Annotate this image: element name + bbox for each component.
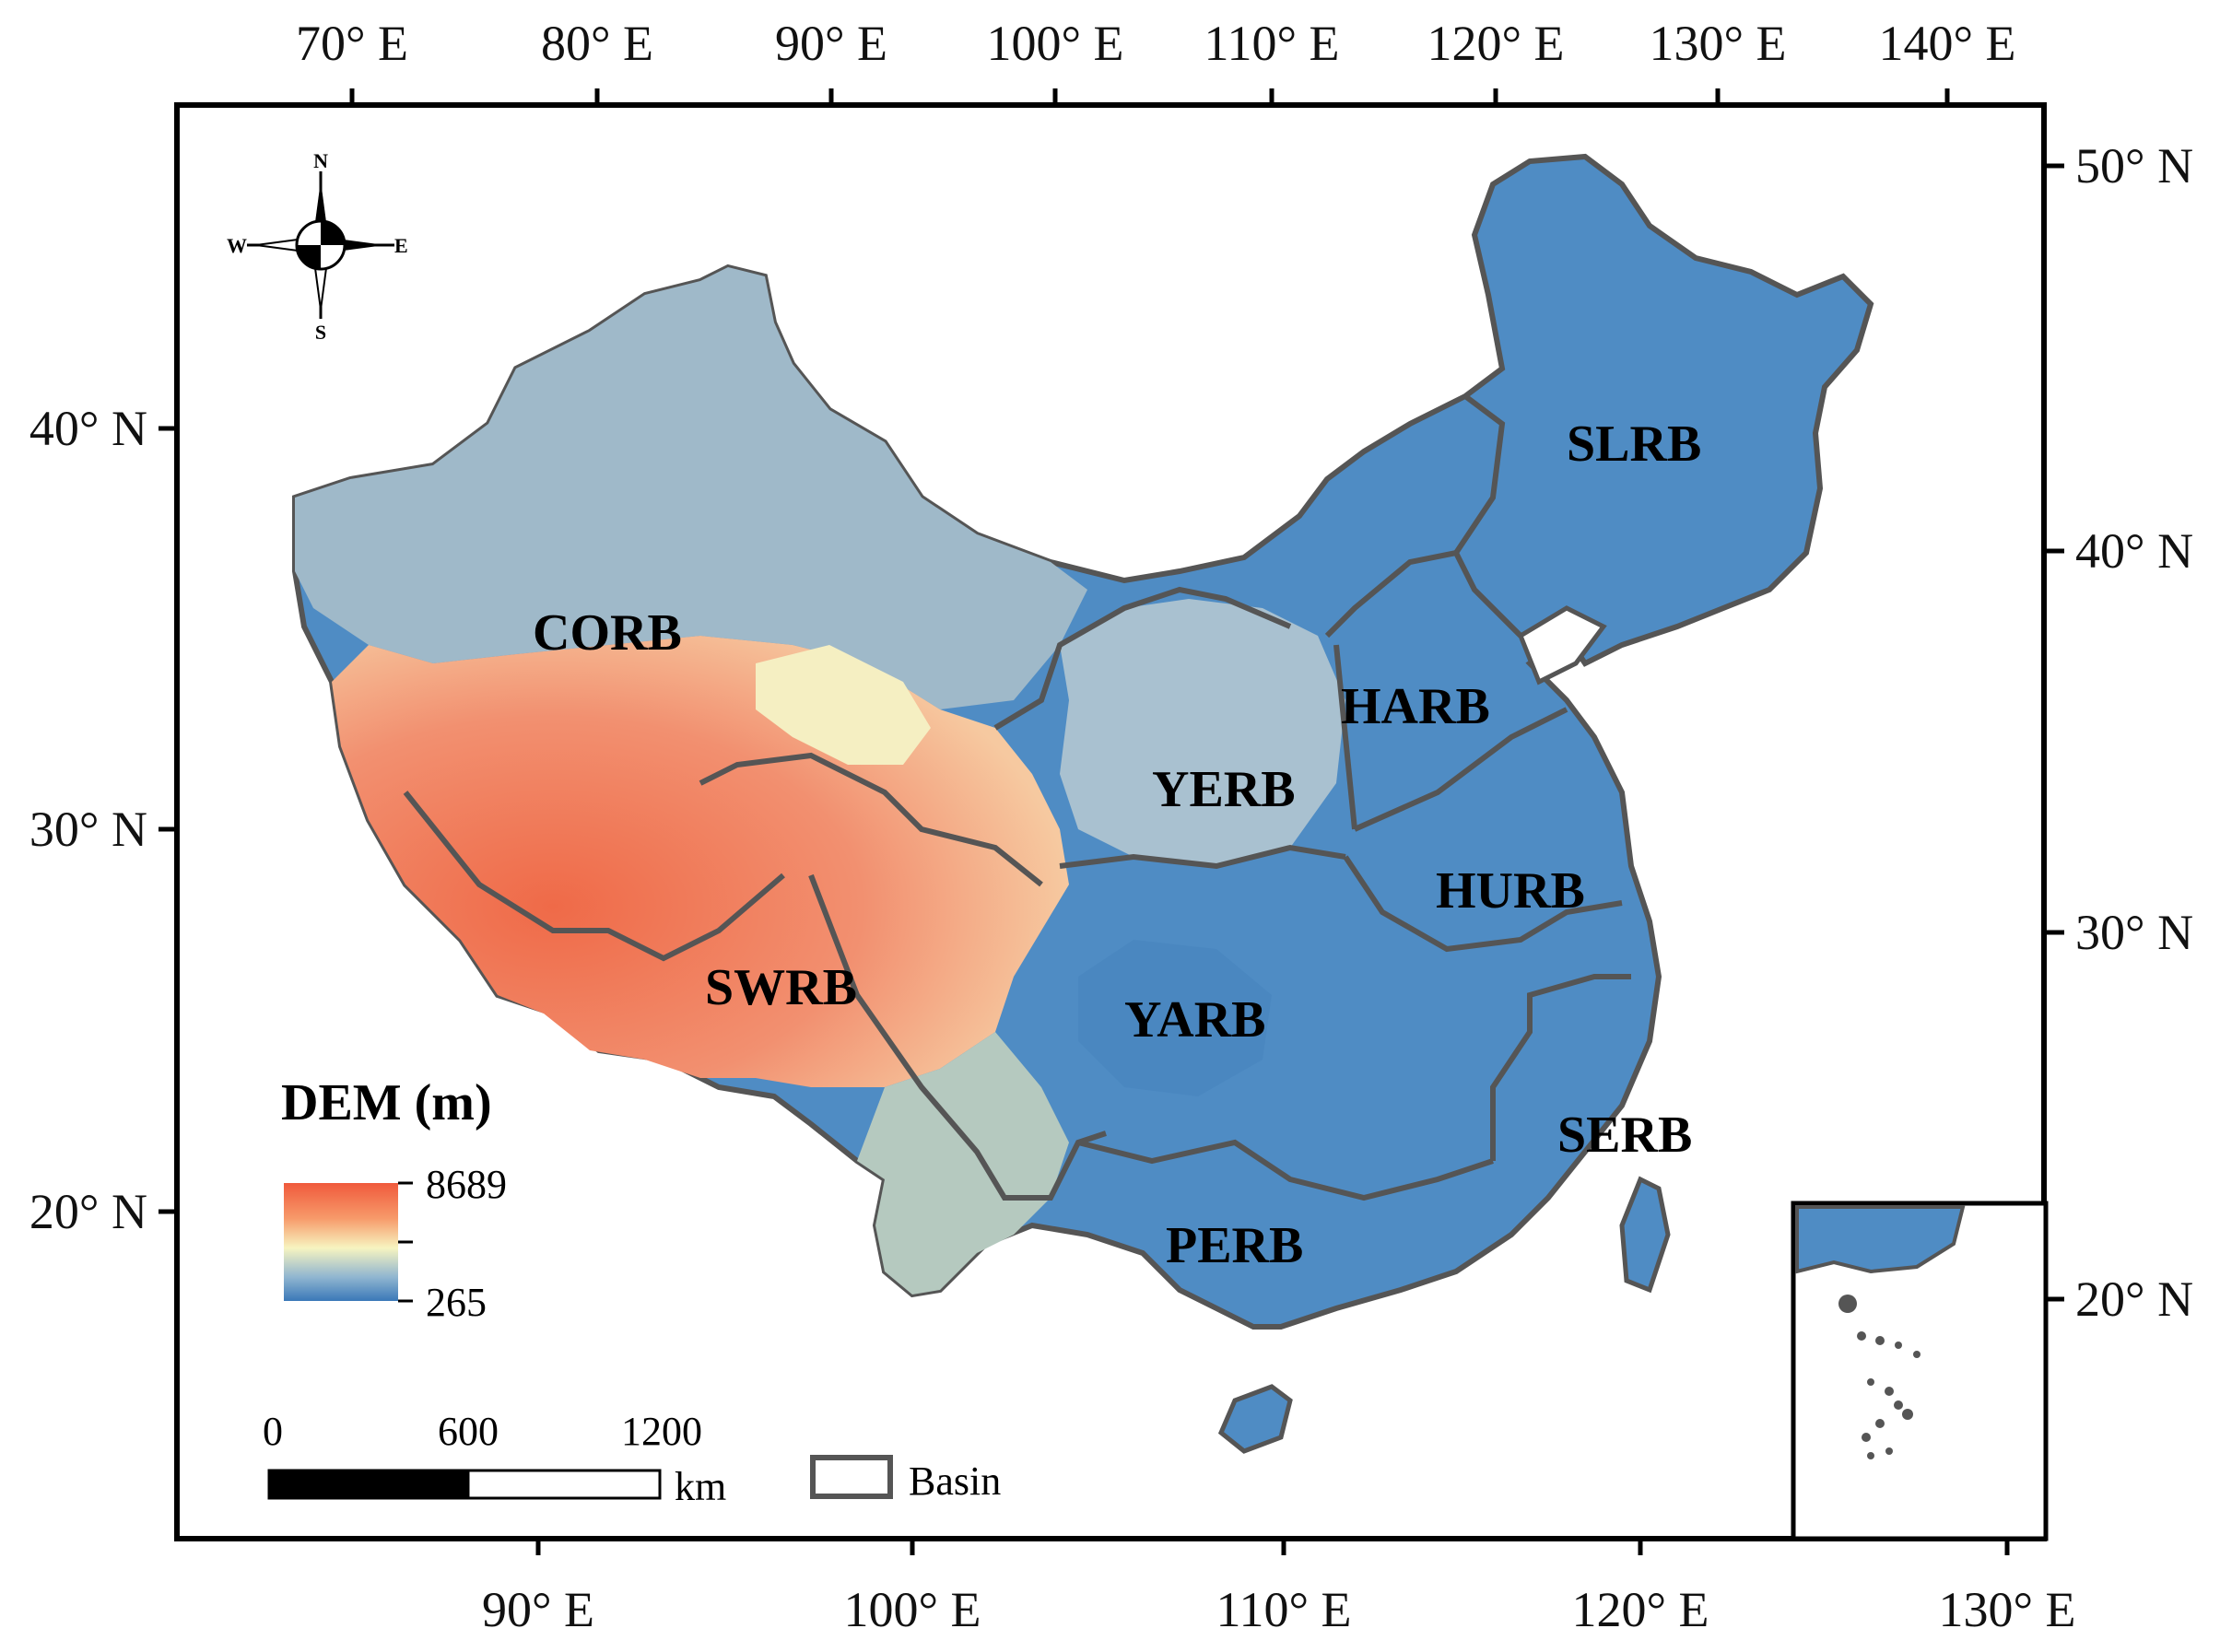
- top-tick-7: 140° E: [1878, 16, 2015, 71]
- basin-legend-label: Basin: [909, 1459, 1001, 1504]
- boundary-harb-yerb: [1333, 644, 1357, 830]
- top-tick-5: 120° E: [1427, 16, 1564, 71]
- scale-bar: 0 600 1200 km: [263, 1409, 726, 1509]
- basin-label-swrb: SWRB: [705, 959, 857, 1016]
- left-tick-2: 20° N: [29, 1184, 147, 1239]
- boundary-hurb-north: [1353, 707, 1568, 832]
- top-axis-labels: 70° E 80° E 90° E 100° E 110° E 120° E 1…: [296, 16, 2016, 71]
- yunnan-region: [857, 1032, 1069, 1295]
- left-tick-1: 30° N: [29, 802, 147, 857]
- basin-legend: Basin: [810, 1455, 1001, 1504]
- basin-label-yarb: YARB: [1124, 991, 1266, 1049]
- top-tick-2: 90° E: [775, 16, 887, 71]
- top-axis: [349, 88, 1950, 105]
- basin-labels: SLRB CORB HARB YERB HURB SWRB YARB SERB …: [533, 416, 1701, 1274]
- scale-bar-segment-black: [267, 1469, 470, 1500]
- boundary-harb: [1324, 549, 1523, 639]
- boundary-yerb-n: [993, 586, 1292, 731]
- right-tick-1: 40° N: [2075, 523, 2193, 579]
- top-tick-0: 70° E: [296, 16, 408, 71]
- top-tick-6: 130° E: [1649, 16, 1786, 71]
- scale-unit: km: [675, 1464, 726, 1509]
- compass-e: E: [394, 234, 408, 257]
- hainan: [1217, 1384, 1293, 1454]
- bottom-tick-1: 100° E: [843, 1582, 981, 1637]
- right-tick-3: 20° N: [2075, 1271, 2193, 1327]
- taiwan: [1619, 1176, 1671, 1294]
- basin-label-serb: SERB: [1557, 1107, 1692, 1164]
- top-tick-3: 100° E: [986, 16, 1123, 71]
- bottom-tick-4: 130° E: [1938, 1582, 2075, 1637]
- basin-label-yerb: YERB: [1152, 761, 1296, 818]
- basin-boundaries: [403, 393, 1631, 1201]
- bottom-axis-labels: 90° E 100° E 110° E 120° E 130° E: [482, 1582, 2076, 1637]
- qaidam-basin: [756, 645, 931, 765]
- scale-label-600: 600: [438, 1409, 499, 1454]
- compass-n: N: [313, 149, 328, 172]
- south-china-sea-inset: [1791, 1201, 2049, 1541]
- bottom-tick-2: 110° E: [1216, 1582, 1351, 1637]
- right-tick-2: 30° N: [2075, 905, 2193, 960]
- xinjiang-region: [295, 267, 1087, 709]
- basin-label-slrb: SLRB: [1567, 416, 1701, 473]
- boundary-slrb: [1453, 393, 1506, 555]
- north-arrow-icon: N S E W: [227, 149, 408, 344]
- top-tick-4: 110° E: [1204, 16, 1339, 71]
- scale-label-0: 0: [263, 1409, 283, 1454]
- scale-bar-segment-white: [466, 1469, 662, 1500]
- basin-label-corb: CORB: [533, 604, 682, 662]
- boundary-yarb-west: [808, 873, 1107, 1201]
- bottom-tick-3: 120° E: [1571, 1582, 1709, 1637]
- china-dem-layer: [292, 153, 1874, 1454]
- legend-max: 8689: [426, 1162, 507, 1207]
- loess-plateau: [1060, 599, 1345, 866]
- basin-label-harb: HARB: [1341, 678, 1490, 735]
- basin-label-hurb: HURB: [1436, 862, 1585, 920]
- compass-s: S: [315, 321, 326, 344]
- bottom-axis: [535, 1539, 2010, 1555]
- inset-coast: [1795, 1205, 1966, 1274]
- boundary-perb: [1077, 1139, 1494, 1201]
- left-axis: [159, 426, 177, 1214]
- bohai-sea: [1517, 605, 1607, 685]
- boundary-swrb: [699, 752, 1043, 887]
- bottom-tick-0: 90° E: [482, 1582, 594, 1637]
- legend-colorbar: [284, 1183, 398, 1301]
- basin-legend-swatch: [810, 1455, 893, 1499]
- top-tick-1: 80° E: [541, 16, 653, 71]
- right-axis: [2044, 163, 2064, 1302]
- legend-title: DEM (m): [281, 1074, 492, 1131]
- dem-legend: DEM (m) 8689 265: [281, 1074, 507, 1325]
- boundary-serb: [1490, 974, 1631, 1161]
- compass-w: W: [227, 234, 247, 257]
- inset-islands: [1838, 1295, 1920, 1459]
- left-tick-0: 40° N: [29, 401, 147, 456]
- legend-min: 265: [426, 1280, 487, 1325]
- left-axis-labels: 40° N 30° N 20° N: [29, 401, 147, 1239]
- sichuan-basin: [1078, 940, 1272, 1096]
- right-axis-labels: 50° N 40° N 30° N 20° N: [2075, 138, 2193, 1327]
- scale-label-1200: 1200: [621, 1409, 702, 1454]
- boundary-yerb-s: [1059, 844, 1346, 870]
- boundary-swrb-west: [403, 791, 785, 962]
- right-tick-0: 50° N: [2075, 138, 2193, 193]
- boundary-hurb: [1343, 855, 1623, 953]
- basin-label-perb: PERB: [1166, 1217, 1303, 1274]
